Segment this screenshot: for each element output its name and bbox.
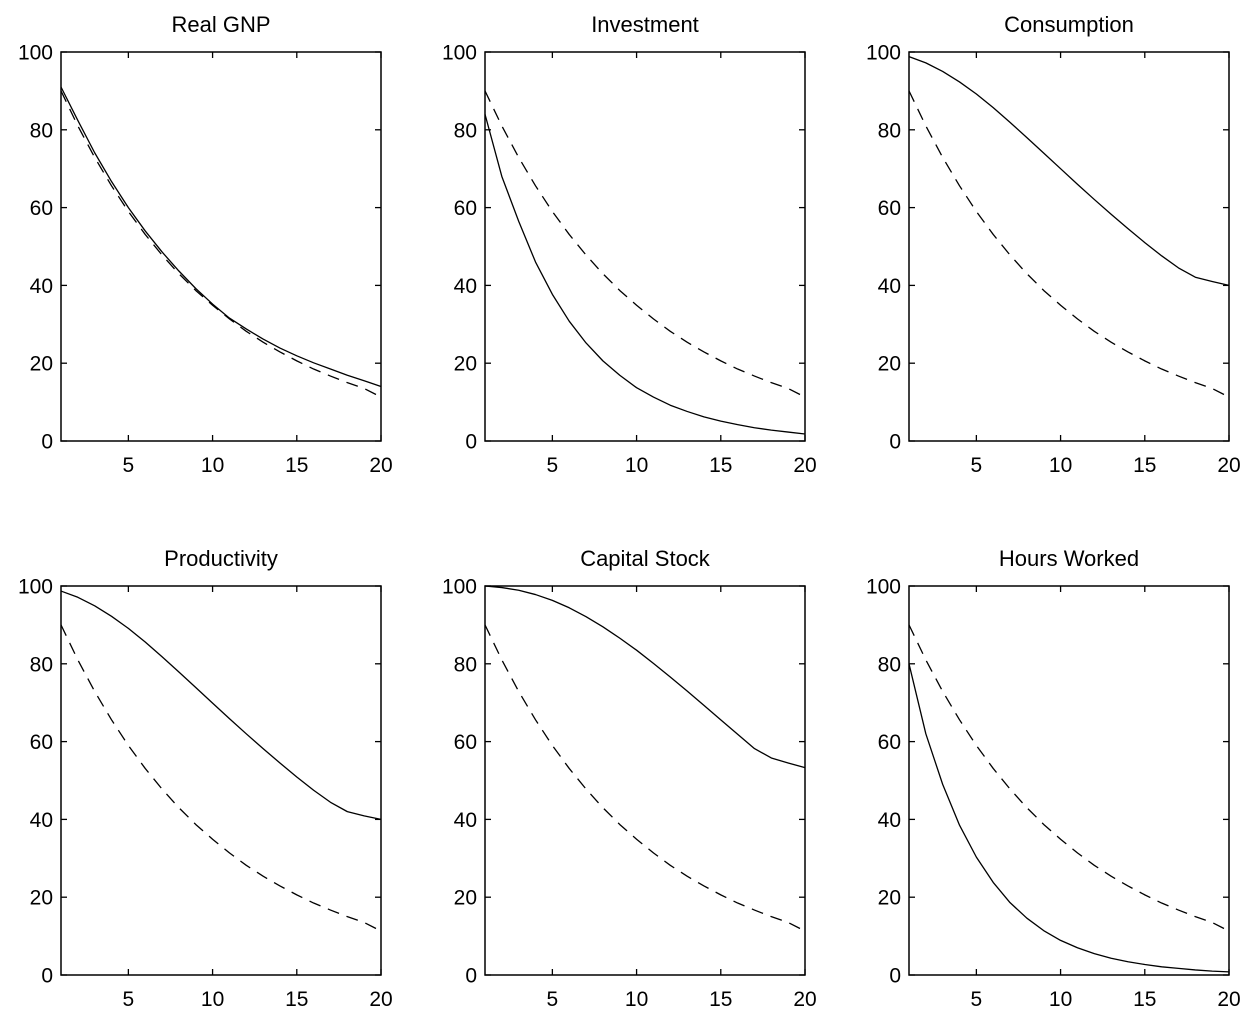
series-line-dashed [60, 624, 382, 932]
x-tick-label: 20 [1217, 454, 1240, 477]
plot-area-frame [60, 51, 382, 442]
y-tick-label: 40 [878, 809, 901, 832]
series-line-dashed [60, 90, 382, 398]
x-tick-label: 15 [709, 454, 732, 477]
y-tick-label: 0 [41, 965, 53, 988]
x-tick-label: 5 [971, 988, 983, 1011]
y-tick-label: 40 [454, 275, 477, 298]
y-tick-label: 20 [30, 887, 53, 910]
y-tick-label: 60 [878, 731, 901, 754]
series-line-solid [60, 590, 382, 821]
x-tick-label: 10 [1049, 454, 1072, 477]
y-tick-label: 80 [454, 119, 477, 142]
y-tick-label: 40 [30, 275, 53, 298]
y-tick-label: 100 [866, 576, 901, 599]
x-tick-label: 15 [1133, 988, 1156, 1011]
y-tick-label: 0 [889, 431, 901, 454]
y-tick-label: 20 [878, 887, 901, 910]
x-tick-label: 5 [123, 988, 135, 1011]
series-line-solid [908, 663, 1230, 973]
chart-title: Real GNP [171, 12, 270, 37]
series-line-dashed [484, 624, 806, 932]
y-tick-label: 40 [878, 275, 901, 298]
x-tick-label: 15 [1133, 454, 1156, 477]
y-tick-label: 0 [41, 431, 53, 454]
x-tick-label: 10 [1049, 988, 1072, 1011]
x-tick-label: 10 [201, 988, 224, 1011]
chart-title: Productivity [164, 546, 278, 571]
y-tick-label: 100 [866, 42, 901, 65]
y-tick-label: 100 [442, 42, 477, 65]
x-tick-label: 20 [793, 454, 816, 477]
chart-panel-6: Hours Worked 0 20 40 60 80 100 5 10 15 20 [866, 546, 1241, 1011]
series-line-solid [60, 86, 382, 388]
y-tick-label: 20 [30, 353, 53, 376]
y-tick-label: 60 [30, 197, 53, 220]
chart-panel-5: Capital Stock 0 20 40 60 80 100 5 10 15 20 [442, 546, 817, 1011]
x-tick-label: 15 [285, 988, 308, 1011]
x-tick-label: 10 [201, 454, 224, 477]
series-line-solid [484, 585, 806, 769]
chart-panel-3: Consumption 0 20 40 60 80 100 5 10 15 20 [866, 12, 1241, 477]
x-tick-label: 20 [1217, 988, 1240, 1011]
x-tick-label: 10 [625, 988, 648, 1011]
plot-area-frame [60, 585, 382, 976]
y-tick-label: 80 [30, 119, 53, 142]
y-tick-label: 100 [18, 576, 53, 599]
plot-area-frame [484, 51, 806, 442]
x-tick-label: 10 [625, 454, 648, 477]
y-tick-label: 100 [442, 576, 477, 599]
x-tick-label: 20 [793, 988, 816, 1011]
y-tick-label: 40 [30, 809, 53, 832]
y-tick-label: 20 [878, 353, 901, 376]
y-tick-label: 80 [878, 119, 901, 142]
y-tick-label: 60 [878, 197, 901, 220]
chart-panel-1: Real GNP 0 20 40 60 80 100 5 10 15 20 [18, 12, 393, 477]
y-tick-label: 60 [454, 731, 477, 754]
chart-panel-2: Investment 0 20 40 60 80 100 5 10 15 20 [442, 12, 817, 477]
plot-area-frame [908, 51, 1230, 442]
plot-area-frame [908, 585, 1230, 976]
y-tick-label: 60 [30, 731, 53, 754]
chart-title: Consumption [1004, 12, 1134, 37]
y-tick-label: 80 [30, 653, 53, 676]
x-tick-label: 5 [547, 454, 559, 477]
series-line-dashed [908, 90, 1230, 398]
series-line-dashed [908, 624, 1230, 932]
x-tick-label: 5 [123, 454, 135, 477]
series-line-solid [484, 114, 806, 435]
y-tick-label: 0 [465, 431, 477, 454]
y-tick-label: 40 [454, 809, 477, 832]
y-tick-label: 80 [878, 653, 901, 676]
y-tick-label: 20 [454, 887, 477, 910]
y-tick-label: 0 [465, 965, 477, 988]
x-tick-label: 20 [369, 988, 392, 1011]
series-line-solid [908, 56, 1230, 287]
x-tick-label: 5 [971, 454, 983, 477]
x-tick-label: 5 [547, 988, 559, 1011]
y-tick-label: 60 [454, 197, 477, 220]
y-tick-label: 20 [454, 353, 477, 376]
x-tick-label: 15 [709, 988, 732, 1011]
chart-title: Capital Stock [580, 546, 711, 571]
series-line-dashed [484, 90, 806, 398]
chart-panel-4: Productivity 0 20 40 60 80 100 5 10 15 20 [18, 546, 393, 1011]
plot-area-frame [484, 585, 806, 976]
chart-title: Investment [591, 12, 699, 37]
chart-title: Hours Worked [999, 546, 1139, 571]
y-tick-label: 80 [454, 653, 477, 676]
y-tick-label: 100 [18, 42, 53, 65]
y-tick-label: 0 [889, 965, 901, 988]
x-tick-label: 20 [369, 454, 392, 477]
x-tick-label: 15 [285, 454, 308, 477]
